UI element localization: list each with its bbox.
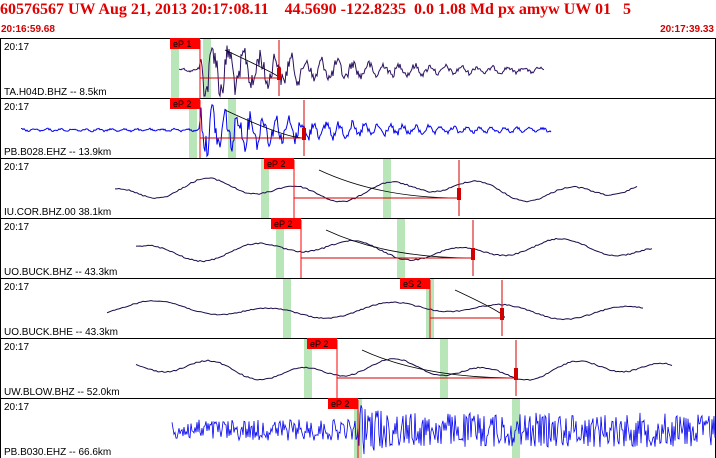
pick-window: [397, 219, 405, 278]
residual-tick: [514, 368, 518, 380]
station-label: UO.BUCK.BHE -- 43.3km: [4, 327, 118, 338]
waveform-trace: [115, 177, 638, 203]
pick-flag[interactable]: [170, 38, 200, 49]
pick-label: eP 2: [267, 159, 285, 169]
pick-label: eP 2: [274, 219, 292, 229]
pick-window: [228, 99, 236, 158]
time-tick-label: 20:17: [4, 102, 29, 113]
pick-window: [383, 159, 391, 218]
pick-label: eP 2: [173, 99, 191, 109]
event-title: 60576567 UW Aug 21, 2013 20:17:08.11 44.…: [0, 1, 631, 18]
pick-flag[interactable]: [400, 278, 430, 289]
pick-label: eP 2: [331, 399, 349, 409]
travel-time-curve: [224, 109, 305, 139]
window-end-time: 20:17:39.33: [660, 24, 714, 35]
time-tick-label: 20:17: [4, 342, 29, 353]
time-tick-label: 20:17: [4, 402, 29, 413]
waveform-trace: [171, 405, 716, 455]
pick-label: eP 1: [173, 39, 191, 49]
time-tick-label: 20:17: [4, 42, 29, 53]
station-label: TA.H04D.BHZ -- 8.5km: [4, 87, 107, 98]
time-tick-label: 20:17: [4, 162, 29, 173]
waveform-trace: [136, 237, 653, 263]
pick-window: [283, 279, 291, 338]
station-label: IU.COR.BHZ.00 38.1km: [4, 207, 111, 218]
pick-window: [171, 39, 179, 98]
channel-panel[interactable]: [0, 38, 716, 99]
pick-flag[interactable]: [264, 158, 294, 169]
pick-flag[interactable]: [271, 218, 301, 229]
time-tick-label: 20:17: [4, 282, 29, 293]
residual-tick: [277, 68, 281, 80]
pick-window: [189, 99, 197, 158]
waveform-trace: [178, 45, 545, 98]
pick-label: eS 2: [403, 279, 422, 289]
station-label: UW.BLOW.BHZ -- 52.0km: [4, 387, 120, 398]
waveform-trace: [106, 300, 644, 321]
residual-tick: [471, 248, 475, 260]
seismogram-panel[interactable]: eP 1 20:17 TA.H04D.BHZ -- 8.5km eP 2 20:17 PB…: [0, 38, 716, 458]
pick-flag[interactable]: [328, 398, 358, 409]
time-tick-label: 20:17: [4, 222, 29, 233]
pick-flag[interactable]: [307, 338, 337, 349]
pick-window: [203, 39, 211, 98]
pick-label: eP 2: [310, 339, 328, 349]
window-start-time: 20:16:59.68: [1, 24, 55, 35]
station-label: PB.B028.EHZ -- 13.9km: [4, 147, 111, 158]
pick-window: [276, 219, 284, 278]
travel-time-curve: [361, 349, 517, 379]
event-header: 60576567 UW Aug 21, 2013 20:17:08.11 44.…: [0, 0, 716, 38]
waveform-trace: [135, 358, 673, 381]
residual-tick: [302, 128, 306, 140]
station-label: PB.B030.EHZ -- 66.6km: [4, 447, 111, 458]
residual-tick: [500, 308, 504, 320]
residual-tick: [457, 188, 461, 200]
pick-window: [261, 159, 269, 218]
pick-flag[interactable]: [170, 98, 200, 109]
pick-window: [440, 339, 448, 398]
waveform-trace: [20, 104, 552, 158]
station-label: UO.BUCK.BHZ -- 43.3km: [4, 267, 117, 278]
